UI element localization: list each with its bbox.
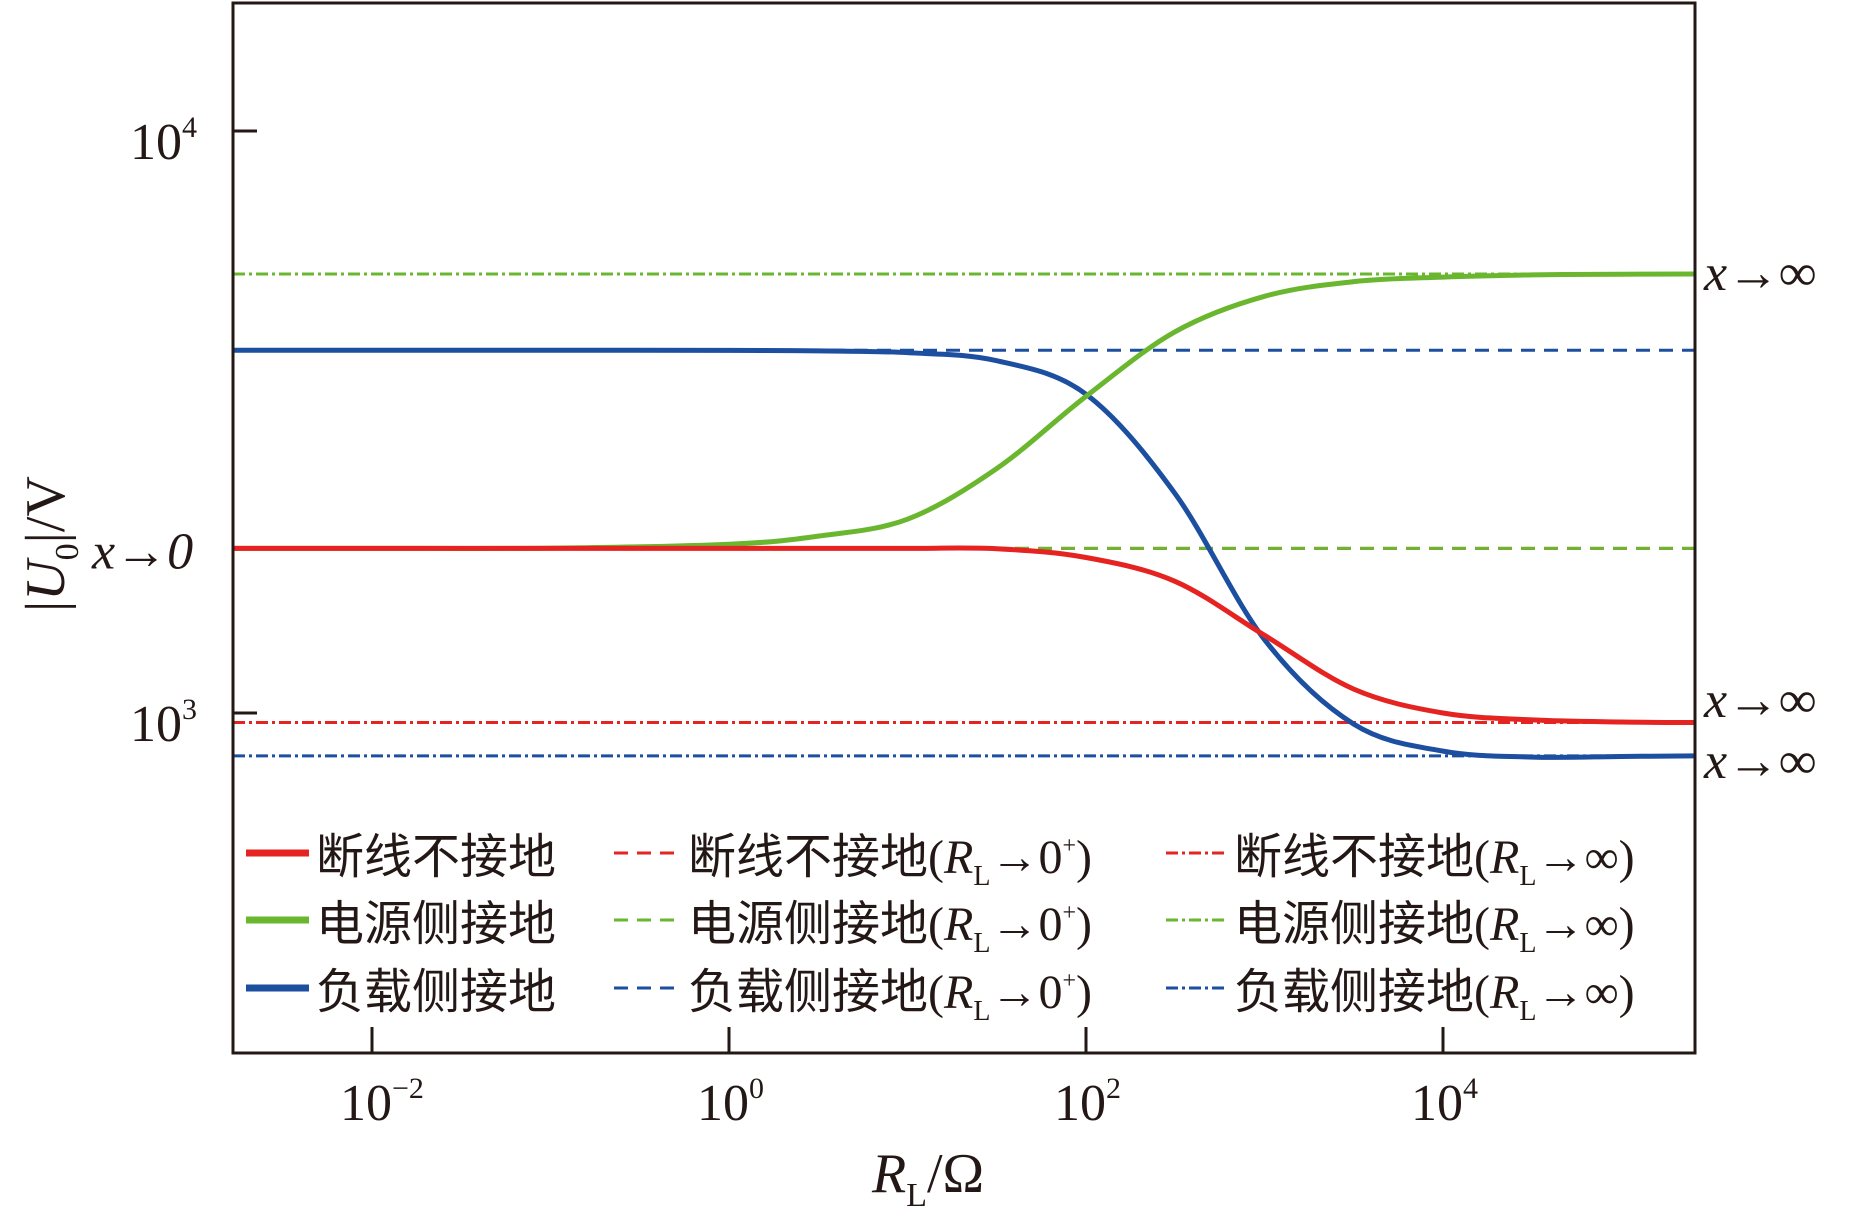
legend-sub: L (973, 861, 990, 892)
legend-prefix: 电源侧接地( (1234, 898, 1490, 951)
series-line-1 (232, 271, 1695, 552)
legend-close: ) (1076, 966, 1092, 1019)
y-tick-label-0: 104 (130, 111, 197, 171)
x-label-sub: L (906, 1177, 927, 1214)
legend-entry-7: 负载侧接地(RL→0+) (688, 966, 1092, 1027)
y-label-bar: | (15, 601, 77, 612)
tick-base: 10 (130, 114, 182, 171)
x-tick-label-0: 10−2 (340, 1072, 424, 1132)
labels: RL/Ω|U0|/Vx→0x→∞x→∞x→∞ (15, 245, 1816, 1214)
series-line-0 (232, 545, 1695, 726)
y-label-sub: 0 (49, 543, 86, 560)
legend-arrow: →∞ (1536, 898, 1618, 951)
series-line-2 (232, 347, 1695, 760)
tick-base: 10 (130, 696, 182, 753)
legend-arrow: →0 (990, 898, 1062, 951)
legend-sub: L (973, 928, 990, 959)
legend-prefix: 断线不接地 (316, 831, 556, 884)
legend-entry-1: 断线不接地(RL→0+) (688, 831, 1092, 892)
plot-frame (231, 1, 1697, 1055)
legend-entry-5: 电源侧接地(RL→∞) (1234, 898, 1635, 959)
legend-entry-6: 负载侧接地 (316, 966, 556, 1019)
y-label-var: U (15, 557, 77, 601)
legend-close: ) (1619, 966, 1635, 1019)
annotation-1: x→∞ (1703, 245, 1816, 302)
legend-close: ) (1619, 831, 1635, 884)
tick-exponent: 4 (1463, 1072, 1478, 1105)
legend-prefix: 电源侧接地( (688, 898, 944, 951)
legend-close: ) (1619, 898, 1635, 951)
y-axis-label: |U0|/V (15, 476, 86, 612)
legend-sub: L (1519, 861, 1536, 892)
tick-exponent: −2 (392, 1072, 424, 1105)
tick-exponent: 3 (182, 693, 197, 726)
legend-sub: L (1519, 928, 1536, 959)
legend-prefix: 电源侧接地 (316, 898, 556, 951)
tick-base: 10 (697, 1075, 749, 1132)
tick-base: 10 (1054, 1075, 1106, 1132)
legend-entry-2: 断线不接地(RL→∞) (1234, 831, 1635, 892)
legend-arrow: →∞ (1536, 831, 1618, 884)
annotation-3: x→∞ (1703, 733, 1816, 790)
legend-sub: L (973, 996, 990, 1027)
legend-sup: + (1062, 900, 1076, 926)
legend-arrow: →∞ (1536, 966, 1618, 1019)
legend-prefix: 断线不接地( (688, 831, 944, 884)
annotation-0: x→0 (91, 523, 193, 580)
y-tick-label-1: 103 (130, 693, 197, 753)
legend-prefix: 负载侧接地 (316, 966, 556, 1019)
legend-sup: + (1062, 968, 1076, 994)
legend-arrow: →0 (990, 966, 1062, 1019)
legend-entry-4: 电源侧接地(RL→0+) (688, 898, 1092, 959)
legend-entry-0: 断线不接地 (316, 831, 556, 884)
tick-exponent: 4 (182, 111, 197, 144)
legend-entry-8: 负载侧接地(RL→∞) (1234, 966, 1635, 1027)
x-tick-label-1: 100 (697, 1072, 764, 1132)
tick-exponent: 0 (749, 1072, 764, 1105)
legend-close: ) (1076, 831, 1092, 884)
tick-base: 10 (340, 1075, 392, 1132)
legend-var: R (943, 831, 973, 884)
x-axis-label: RL/Ω (871, 1143, 984, 1214)
legend-prefix: 负载侧接地( (1234, 966, 1490, 1019)
tick-base: 10 (1411, 1075, 1463, 1132)
legend-entry-3: 电源侧接地 (316, 898, 556, 951)
x-tick-label-2: 102 (1054, 1072, 1121, 1132)
legend-var: R (943, 898, 973, 951)
legend-var: R (1489, 831, 1519, 884)
x-tick-label-3: 104 (1411, 1072, 1478, 1132)
y-label-rest: |/V (15, 476, 77, 543)
legend: 断线不接地 断线不接地(RL→0+) 断线不接地(RL→∞)电源侧接地 电源侧接地(R… (246, 831, 1635, 1027)
legend-prefix: 断线不接地( (1234, 831, 1490, 884)
x-label-unit: /Ω (927, 1143, 984, 1205)
legend-close: ) (1076, 898, 1092, 951)
legend-var: R (1489, 966, 1519, 1019)
annotation-2: x→∞ (1703, 672, 1816, 729)
legend-var: R (1489, 898, 1519, 951)
legend-var: R (943, 966, 973, 1019)
tick-exponent: 2 (1106, 1072, 1121, 1105)
legend-sub: L (1519, 996, 1536, 1027)
legend-sup: + (1062, 833, 1076, 859)
legend-prefix: 负载侧接地( (688, 966, 944, 1019)
series-lines (232, 271, 1695, 760)
legend-arrow: →0 (990, 831, 1062, 884)
x-label-var: R (871, 1143, 906, 1205)
